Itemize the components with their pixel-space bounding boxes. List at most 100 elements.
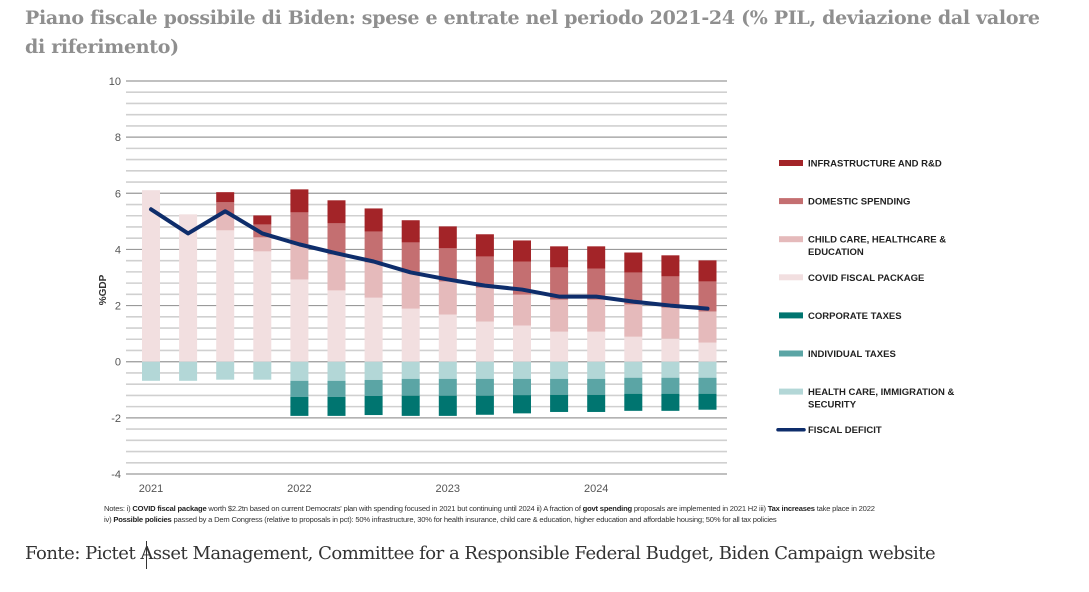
legend-item: COVID FISCAL PACKAGE [779, 273, 924, 284]
bar-segment-covid-fiscal-package [253, 251, 272, 362]
x-tick-label: 2022 [287, 483, 311, 495]
notes-text: worth $2.2tn based on current Democrats'… [206, 504, 583, 513]
legend-swatch [779, 236, 803, 243]
legend-swatch [779, 312, 803, 319]
y-tick-label: 6 [115, 188, 121, 200]
bar-segment-domestic-spending [513, 261, 531, 295]
bar-segment-individual-taxes [364, 379, 383, 396]
bar-segment-infrastructure-and-r-d [327, 200, 346, 224]
bar-segment-covid-fiscal-package [290, 279, 309, 362]
y-tick-label: 8 [115, 132, 121, 144]
bar-stack [364, 208, 383, 416]
bar-segment-infrastructure-and-r-d [216, 192, 235, 203]
bar-segment-covid-fiscal-package [587, 331, 606, 362]
bar-segment-corporate-taxes [327, 396, 346, 416]
bar-segment-covid-fiscal-package [327, 290, 346, 362]
bar-segment-corporate-taxes [698, 393, 717, 410]
fiscal-deficit-polyline [149, 207, 710, 311]
bar-segment-individual-taxes [475, 378, 494, 396]
bar-segment-covid-fiscal-package [142, 190, 160, 362]
notes-emphasis: Possible policies [113, 515, 172, 524]
bar-stack [438, 226, 457, 416]
source-caption: Fonte: Pictet Asset Management, Committe… [25, 543, 936, 564]
bar-segment-covid-fiscal-package [216, 230, 235, 362]
bar-segment-child-care-healthcare-education [661, 307, 680, 339]
bar-segment-health-care-immigration-security [475, 361, 494, 379]
legend-item: DOMESTIC SPENDING [779, 197, 910, 208]
x-tick-label: 2021 [139, 483, 163, 495]
notes-text: Notes: i) [104, 504, 133, 513]
notes-line-2: iv) Possible policies passed by a Dem Co… [104, 514, 1004, 525]
bar-segment-covid-fiscal-package [401, 308, 420, 362]
text-cursor [146, 541, 147, 569]
legend-label: SECURITY [808, 400, 857, 411]
notes-emphasis: COVID fiscal package [132, 504, 207, 513]
bar-stack [661, 255, 680, 411]
bar-segment-health-care-immigration-security [216, 361, 235, 380]
notes-text: passed by a Dem Congress (relative to pr… [171, 515, 777, 524]
bar-segment-domestic-spending [290, 212, 309, 245]
legend-label: CHILD CARE, HEALTHCARE & [808, 235, 946, 246]
bar-segment-domestic-spending [550, 267, 569, 300]
legend-swatch [779, 350, 803, 357]
legend-item: CHILD CARE, HEALTHCARE &EDUCATION [779, 235, 946, 258]
bar-segment-child-care-healthcare-education [401, 272, 420, 309]
bar-segment-child-care-healthcare-education [364, 262, 383, 298]
bar-segment-covid-fiscal-package [698, 342, 717, 362]
notes-text: take place in 2022 [814, 504, 875, 513]
y-tick-label: 4 [115, 244, 121, 256]
bar-segment-health-care-immigration-security [364, 361, 383, 380]
bar-segment-covid-fiscal-package [661, 338, 680, 362]
bar-segment-covid-fiscal-package [179, 214, 198, 362]
bars [142, 189, 717, 416]
bar-segment-child-care-healthcare-education [253, 237, 272, 252]
bar-stack [179, 214, 198, 381]
bar-stack [216, 192, 235, 380]
legend-label: FISCAL DEFICIT [808, 425, 882, 436]
legend-item: FISCAL DEFICIT [776, 425, 882, 436]
bar-segment-infrastructure-and-r-d [253, 215, 272, 225]
bar-segment-infrastructure-and-r-d [401, 220, 420, 243]
bar-segment-individual-taxes [401, 378, 420, 396]
bar-segment-infrastructure-and-r-d [698, 260, 717, 282]
bar-segment-health-care-immigration-security [550, 361, 569, 379]
y-axis-ticks: -4 -2 0 2 4 6 8 10 [109, 76, 121, 481]
bar-segment-corporate-taxes [290, 396, 309, 416]
bar-segment-individual-taxes [587, 378, 606, 395]
y-tick-label: 10 [109, 76, 121, 88]
legend-item: HEALTH CARE, IMMIGRATION & SECURITY [779, 387, 954, 411]
bar-segment-domestic-spending [327, 223, 346, 255]
bar-segment-health-care-immigration-security [401, 361, 420, 379]
legend-swatch [779, 274, 803, 281]
bar-segment-child-care-healthcare-education [587, 299, 606, 332]
bar-segment-child-care-healthcare-education [290, 244, 309, 280]
bar-segment-individual-taxes [290, 380, 309, 397]
legend-label: HEALTH CARE, IMMIGRATION & [808, 387, 954, 398]
bar-segment-child-care-healthcare-education [327, 254, 346, 291]
bar-segment-covid-fiscal-package [550, 331, 569, 362]
bar-segment-infrastructure-and-r-d [624, 252, 643, 273]
bar-segment-child-care-healthcare-education [475, 287, 494, 322]
bar-segment-infrastructure-and-r-d [438, 226, 457, 249]
bar-stack [475, 234, 494, 415]
bar-segment-corporate-taxes [475, 395, 494, 415]
bar-segment-infrastructure-and-r-d [364, 208, 383, 232]
bar-segment-covid-fiscal-package [513, 325, 531, 362]
bar-segment-domestic-spending [698, 281, 717, 312]
bar-segment-covid-fiscal-package [624, 336, 643, 362]
bar-segment-individual-taxes [624, 377, 643, 394]
legend-item: INDIVIDUAL TAXES [779, 349, 896, 360]
bar-segment-health-care-immigration-security [253, 361, 272, 380]
y-tick-label: -2 [111, 413, 121, 425]
x-axis-ticks: 2021 2022 2023 2024 [139, 483, 609, 495]
bar-segment-corporate-taxes [364, 395, 383, 416]
legend-label: INFRASTRUCTURE AND R&D [808, 159, 942, 170]
notes-line-1: Notes: i) COVID fiscal package worth $2.… [104, 503, 1004, 514]
x-tick-label: 2024 [584, 483, 608, 495]
legend-label: CORPORATE TAXES [808, 311, 902, 322]
legend-item: CORPORATE TAXES [779, 311, 902, 322]
legend-label: EDUCATION [808, 247, 864, 258]
y-axis-label: %GDP [98, 274, 109, 305]
bar-segment-health-care-immigration-security [587, 361, 606, 379]
bar-stack [253, 215, 272, 380]
